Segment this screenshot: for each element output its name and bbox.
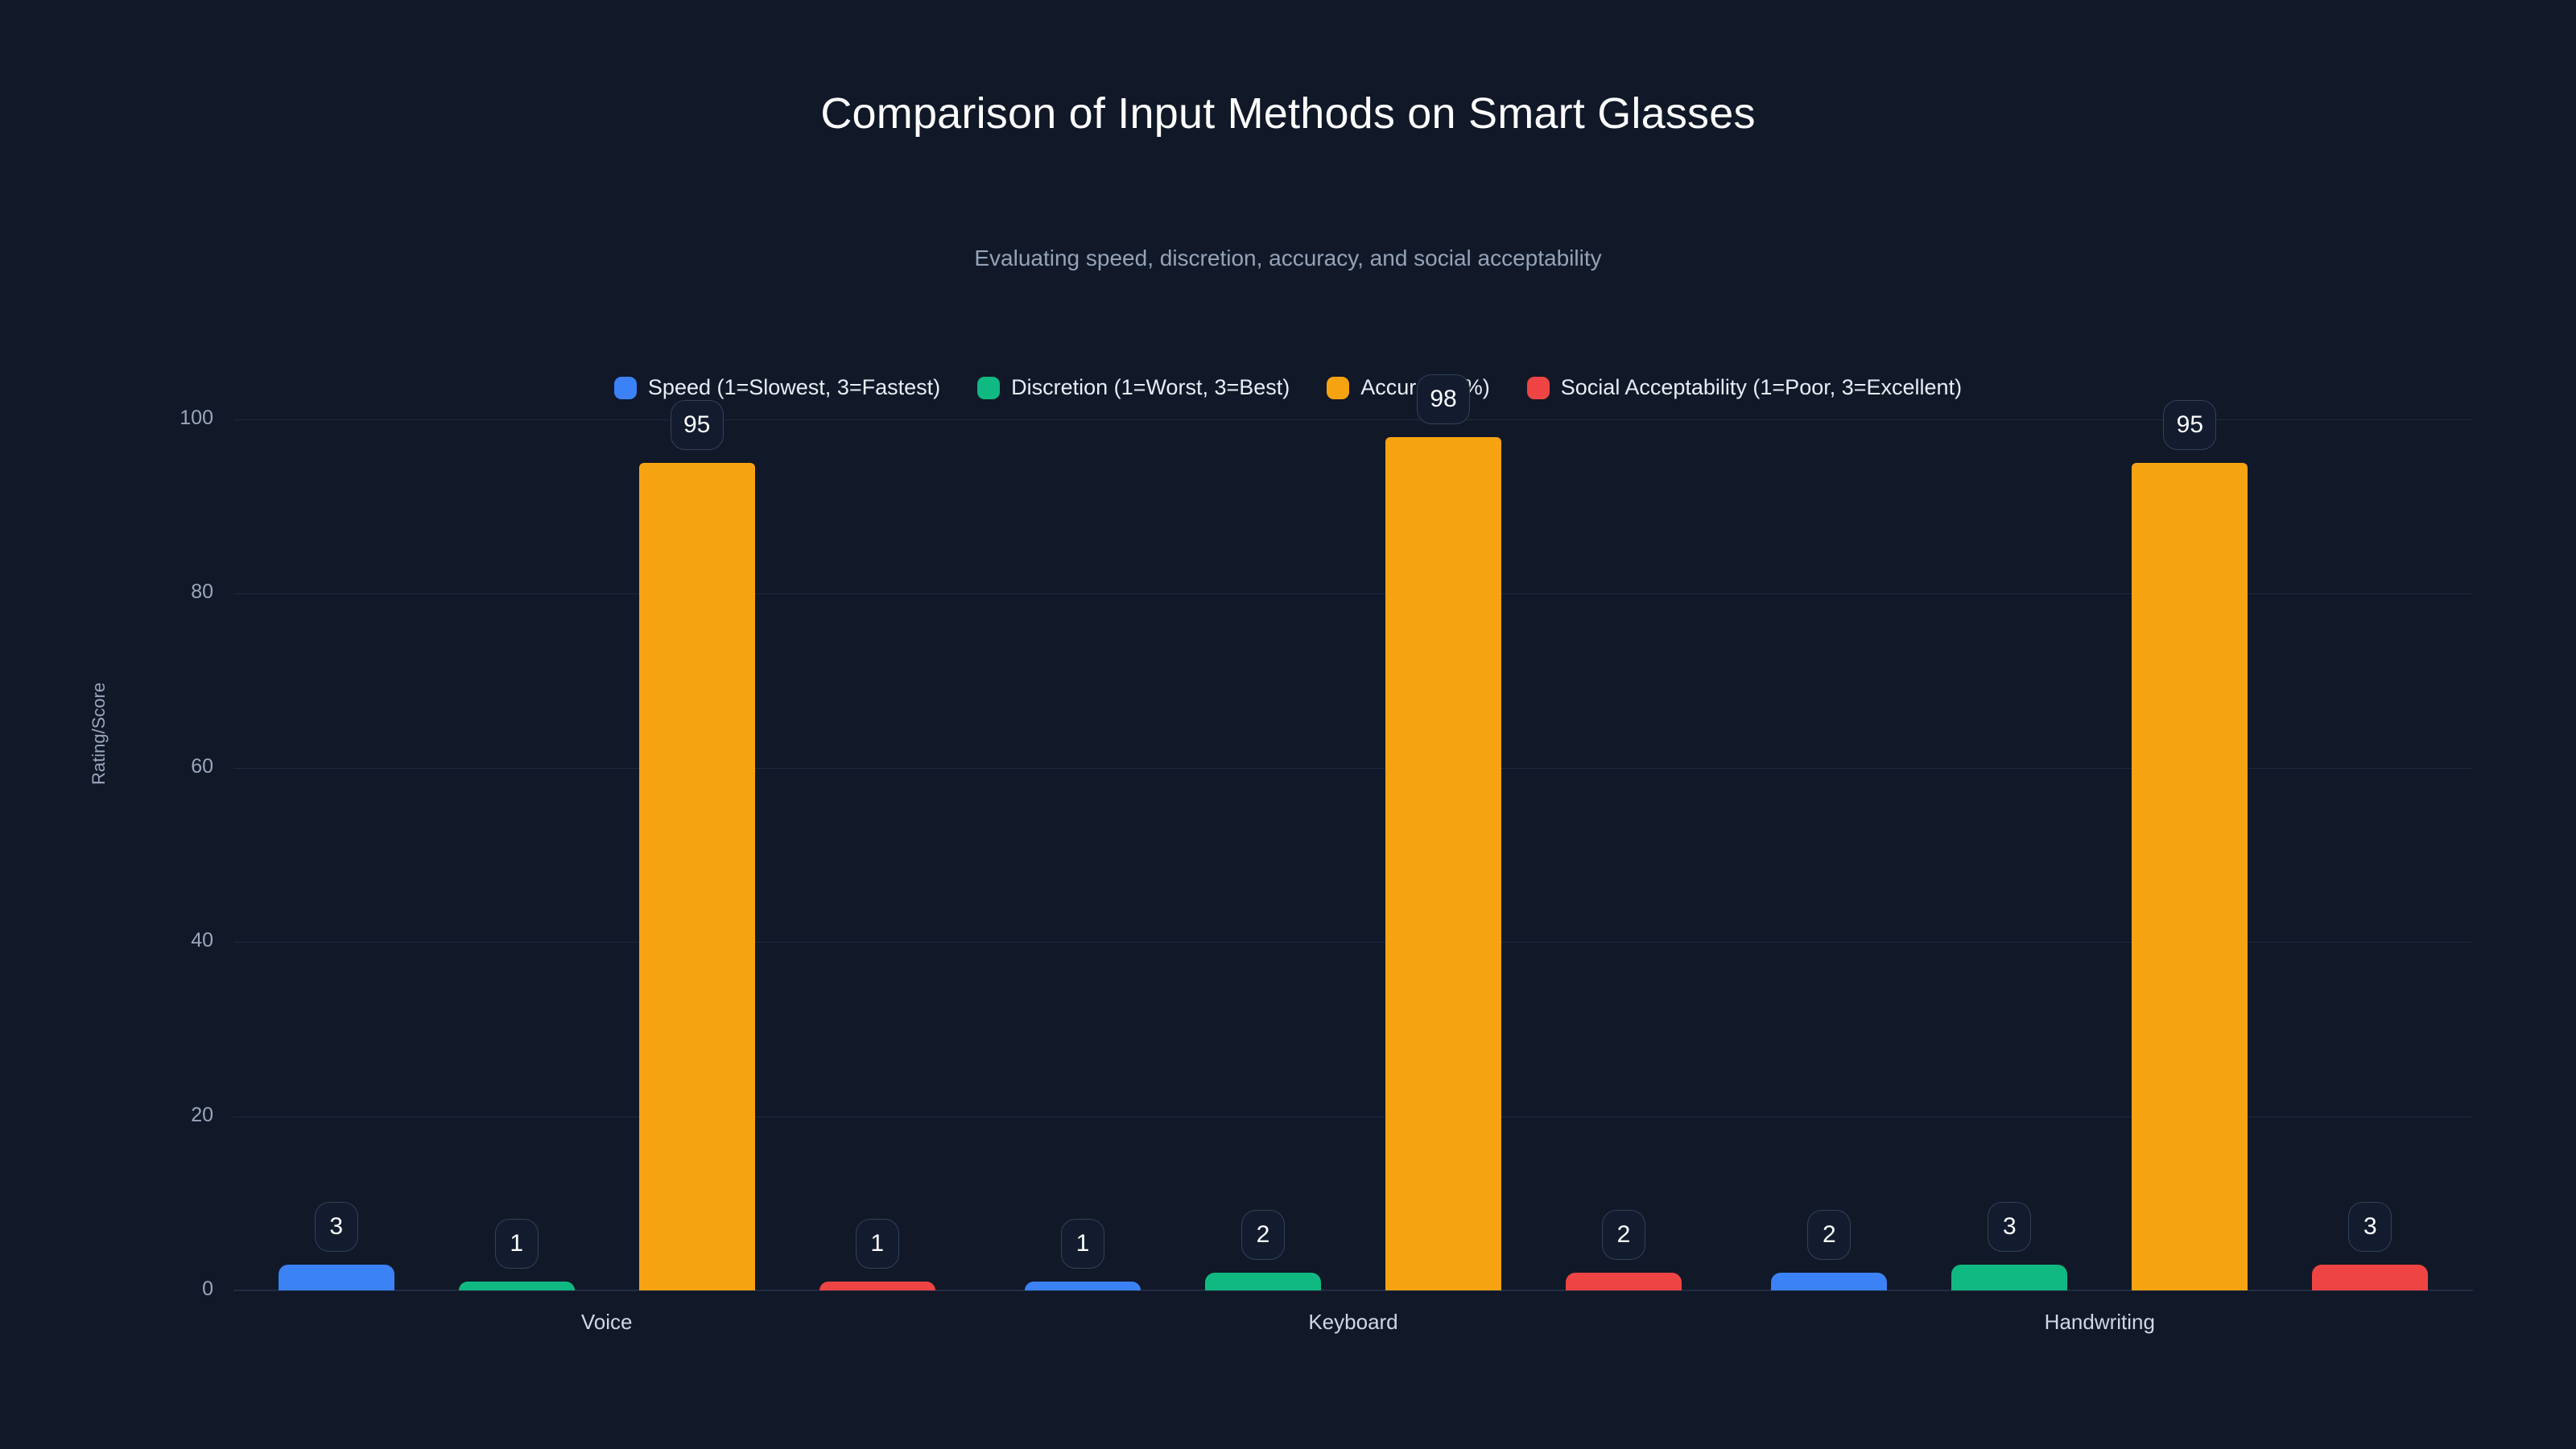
bar[interactable] [2132, 463, 2248, 1290]
chart-subtitle: Evaluating speed, discretion, accuracy, … [974, 246, 1602, 270]
bar-value-label: 95 [2163, 400, 2217, 451]
x-tick-label: Keyboard [1308, 1310, 1398, 1334]
chart-legend: Speed (1=Slowest, 3=Fastest) Discretion (… [0, 375, 2576, 400]
bar-value-label: 1 [494, 1219, 539, 1269]
bar-value-label: 98 [1417, 374, 1470, 424]
y-tick-label: 80 [191, 580, 213, 604]
legend-swatch-icon [1327, 376, 1350, 399]
bar[interactable] [1385, 436, 1501, 1290]
bar-value-label: 3 [2348, 1201, 2392, 1252]
y-axis-title: Rating/Score [89, 682, 109, 785]
bar[interactable] [1025, 1282, 1141, 1290]
bar[interactable] [458, 1282, 575, 1290]
bar-value-label: 1 [1061, 1219, 1104, 1269]
gridline [233, 419, 2473, 420]
x-tick-label: Voice [580, 1310, 633, 1334]
y-tick-label: 20 [191, 1103, 213, 1126]
legend-item[interactable]: Discretion (1=Worst, 3=Best) [977, 375, 1290, 400]
gridline [233, 593, 2473, 595]
bar[interactable] [1951, 1264, 2068, 1290]
bar-value-label: 95 [670, 400, 724, 451]
bar[interactable] [1205, 1273, 1321, 1290]
gridline [233, 767, 2473, 769]
legend-swatch-icon [977, 376, 1001, 399]
y-tick-label: 60 [191, 754, 213, 778]
bar-value-label: 2 [1602, 1210, 1645, 1261]
legend-swatch-icon [1526, 376, 1550, 399]
bar[interactable] [819, 1282, 935, 1290]
bar[interactable] [278, 1264, 394, 1290]
y-tick-label: 100 [180, 407, 213, 429]
gridline [233, 1290, 2473, 1291]
legend-swatch-icon [613, 376, 637, 399]
bar[interactable] [1566, 1273, 1682, 1290]
bar-value-label: 3 [1988, 1201, 2032, 1252]
legend-label: Social Acceptability (1=Poor, 3=Excellen… [1560, 375, 1963, 399]
legend-label: Speed (1=Slowest, 3=Fastest) [647, 375, 941, 399]
y-tick-label: 40 [191, 929, 213, 952]
legend-item[interactable]: Speed (1=Slowest, 3=Fastest) [613, 375, 941, 400]
bar-value-label: 2 [1807, 1210, 1852, 1261]
bar-value-label: 3 [314, 1201, 358, 1252]
plot-area [233, 419, 2473, 1291]
bar[interactable] [638, 463, 755, 1290]
bar[interactable] [1771, 1273, 1888, 1290]
legend-label: Discretion (1=Worst, 3=Best) [1011, 375, 1290, 399]
y-tick-label: 0 [202, 1278, 213, 1300]
legend-item[interactable]: Social Acceptability (1=Poor, 3=Excellen… [1526, 375, 1963, 400]
chart-title: Comparison of Input Methods on Smart Gla… [820, 89, 1756, 138]
bar-value-label: 1 [855, 1219, 899, 1269]
bar[interactable] [2312, 1264, 2429, 1290]
gridline [233, 942, 2473, 943]
bar-value-label: 2 [1241, 1210, 1285, 1261]
x-tick-label: Handwriting [2044, 1310, 2155, 1334]
